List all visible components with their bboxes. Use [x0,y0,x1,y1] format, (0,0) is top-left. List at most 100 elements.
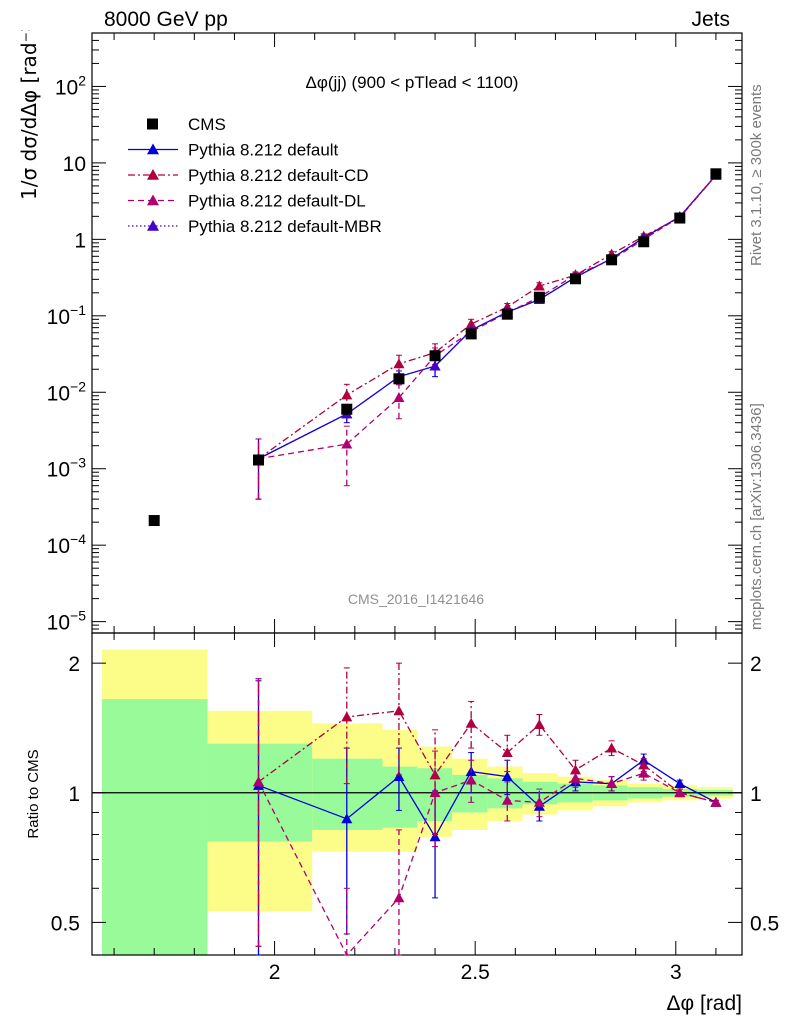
y-label-text: 1/σ dσ/dΔφ [rad⁻¹] [17,30,41,200]
data-point [710,168,722,180]
y-tick-label: 1 [74,229,86,252]
data-point [501,794,513,805]
data-point [148,515,160,527]
main-y-axis: 10−5 10−4 10−3 10−2 10−1 1 10 102 [47,32,742,635]
data-point [501,308,513,320]
series-pythia-8-212-default-dl-ratio [253,678,722,957]
legend-marker [147,118,158,130]
legend: CMS Pythia 8.212 default Pythia 8.212 defa… [128,115,382,236]
main-y-axis-label-graphic: 1/σ dσ/dΔφ [rad⁻¹] [17,16,41,200]
legend-marker [147,169,159,180]
ratio-y-tick-label: 2 [68,653,80,676]
data-point [606,254,618,266]
main-y-axis-label: 1/σ dσ/dΔφ [rad⁻¹] [4,16,44,220]
ratio-y-tick-label-right: 1 [750,783,762,806]
legend-entry-pythia-8-212-default: Pythia 8.212 default [128,141,339,160]
rivet-label: Rivet 3.1.10, ≥ 300k events [748,84,765,266]
legend-label: Pythia 8.212 default-MBR [188,217,382,236]
y-label-rotated: 1/σ dσ/dΔφ [rad⁻¹] [17,16,41,200]
data-point [429,787,441,798]
data-point [465,318,477,329]
series-cms [148,168,722,527]
ratio-y-tick-label-right: 2 [750,653,762,676]
series-line [258,710,717,803]
data-point [393,373,405,385]
data-point [429,350,441,362]
ratio-y-tick-label-right: 0.5 [750,912,779,935]
ratio-panel: 0.5 0.5 1 1 2 2 2 2.5 3 Δφ [rad] Ratio to CMS [25,632,779,1015]
y-tick-label: 10−3 [47,455,87,482]
ratio-uncertainty-bands [102,649,733,955]
series-line [258,759,717,839]
series-line [258,174,717,460]
plot-title: Δφ(jj) (900 < pTlead < 1100) [306,73,519,92]
x-tick-label: 3 [670,961,682,984]
data-point [674,212,686,224]
data-point [341,813,353,824]
data-point [501,747,513,757]
data-point [393,705,405,716]
legend-label: Pythia 8.212 default-DL [188,192,366,211]
data-point [393,771,405,782]
legend-entry-pythia-8-212-default-dl: Pythia 8.212 default-DL [128,192,366,211]
legend-label: Pythia 8.212 default-CD [188,166,369,185]
y-tick-label: 10−4 [47,531,87,558]
x-tick-label: 2.5 [461,961,490,984]
data-point [253,454,265,466]
data-point [569,273,581,285]
data-point [429,360,441,371]
data-point [606,778,618,789]
data-point [393,358,405,369]
ratio-y-tick-label: 1 [68,783,80,806]
legend-label: CMS [188,115,226,134]
analysis-watermark: CMS_2016_I1421646 [348,591,484,607]
series-line [258,174,717,460]
main-panel: 10−5 10−4 10−3 10−2 10−1 1 10 102 Δφ(jj) (900 < … [47,32,743,635]
data-point [341,438,353,449]
mcplots-label: mcplots.cern.ch [arXiv:1306.3436] [748,403,765,630]
data-point [606,742,618,753]
ratio-y-tick-label: 0.5 [51,912,80,935]
data-point [569,764,581,775]
data-point [533,280,545,291]
header-left: 8000 GeV pp [104,8,228,31]
legend-marker [147,194,159,206]
data-point [393,892,405,903]
y-tick-label: 10−1 [47,302,87,329]
data-point [638,236,650,248]
series-line [258,174,717,460]
legend-marker [147,220,159,231]
ratio-frame [91,632,743,956]
data-point [674,778,686,789]
legend-marker [147,143,159,155]
x-axis: 2 2.5 3 Δφ [rad] [113,633,742,1015]
data-point [710,796,722,807]
data-point [341,711,353,722]
data-point [341,389,353,400]
legend-entry-pythia-8-212-default-cd: Pythia 8.212 default-CD [128,166,369,185]
data-point [393,392,405,403]
y-tick-label: 10 [63,153,86,176]
series-line [257,772,717,957]
header-right: Jets [691,8,730,31]
data-point [533,719,545,729]
y-tick-label: 102 [55,72,86,99]
data-point [533,796,545,807]
green-band-0 [102,699,208,955]
ratio-y-axis-label: Ratio to CMS [25,749,42,838]
y-tick-label: 10−2 [47,378,87,405]
data-point [341,403,353,415]
data-point [638,767,650,778]
data-point [253,776,265,787]
data-point [533,291,545,303]
data-point [501,771,513,782]
legend-entry-pythia-8-212-default-mbr: Pythia 8.212 default-MBR [128,217,382,236]
data-point [465,717,477,728]
ratio-y-axis: 0.5 0.5 1 1 2 2 [51,653,779,935]
data-point [465,328,477,340]
series-pythia-8-212-default-cd-ratio [253,662,722,947]
data-point [569,772,581,783]
legend-label: Pythia 8.212 default [188,141,339,160]
y-tick-label: 10−5 [47,608,87,635]
